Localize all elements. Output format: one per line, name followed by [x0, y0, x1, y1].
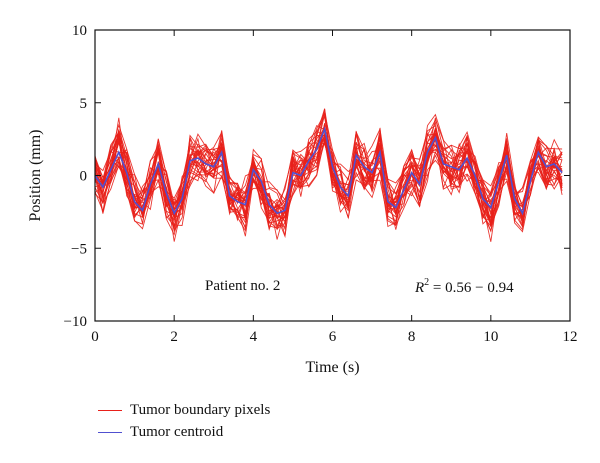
centroid-series — [94, 126, 563, 216]
legend-label-centroid: Tumor centroid — [130, 423, 224, 440]
boundary-series — [94, 108, 563, 242]
r-squared-annotation: R2 = 0.56 − 0.94 — [414, 277, 514, 296]
r-squared-exponent: 2 — [424, 277, 429, 288]
x-axis-label: Time (s) — [305, 359, 359, 376]
boundary-pixel-trace — [94, 133, 563, 237]
y-axis-ticks: −10 −5 0 5 10 — [64, 23, 570, 330]
legend-item-centroid: Tumor centroid — [98, 422, 223, 442]
patient-annotation: Patient no. 2 — [205, 278, 280, 294]
y-tick-label: 10 — [72, 23, 87, 39]
y-tick-label: −5 — [71, 241, 87, 257]
boundary-pixel-trace — [94, 126, 563, 233]
y-tick-label: 5 — [80, 96, 88, 112]
x-tick-label: 4 — [250, 329, 258, 345]
boundary-pixel-trace — [94, 128, 563, 233]
boundary-pixel-trace — [94, 108, 563, 221]
x-axis-ticks: 0 2 4 6 8 10 12 — [91, 30, 578, 345]
centroid-trace — [94, 126, 563, 216]
legend-swatch-boundary — [98, 409, 122, 411]
r-squared-symbol: R — [414, 280, 424, 296]
legend-label-boundary: Tumor boundary pixels — [130, 401, 271, 418]
y-tick-label: −10 — [64, 314, 87, 330]
x-tick-label: 0 — [91, 329, 99, 345]
legend-swatch-centroid — [98, 431, 122, 433]
x-tick-label: 12 — [563, 329, 578, 345]
y-axis-label: Position (mm) — [27, 129, 44, 221]
x-tick-label: 8 — [408, 329, 416, 345]
legend-item-boundary: Tumor boundary pixels — [98, 400, 270, 420]
x-tick-label: 2 — [170, 329, 178, 345]
r-squared-range: = 0.56 − 0.94 — [429, 280, 514, 296]
x-tick-label: 10 — [483, 329, 498, 345]
y-tick-label: 0 — [80, 169, 88, 185]
x-tick-label: 6 — [329, 329, 337, 345]
